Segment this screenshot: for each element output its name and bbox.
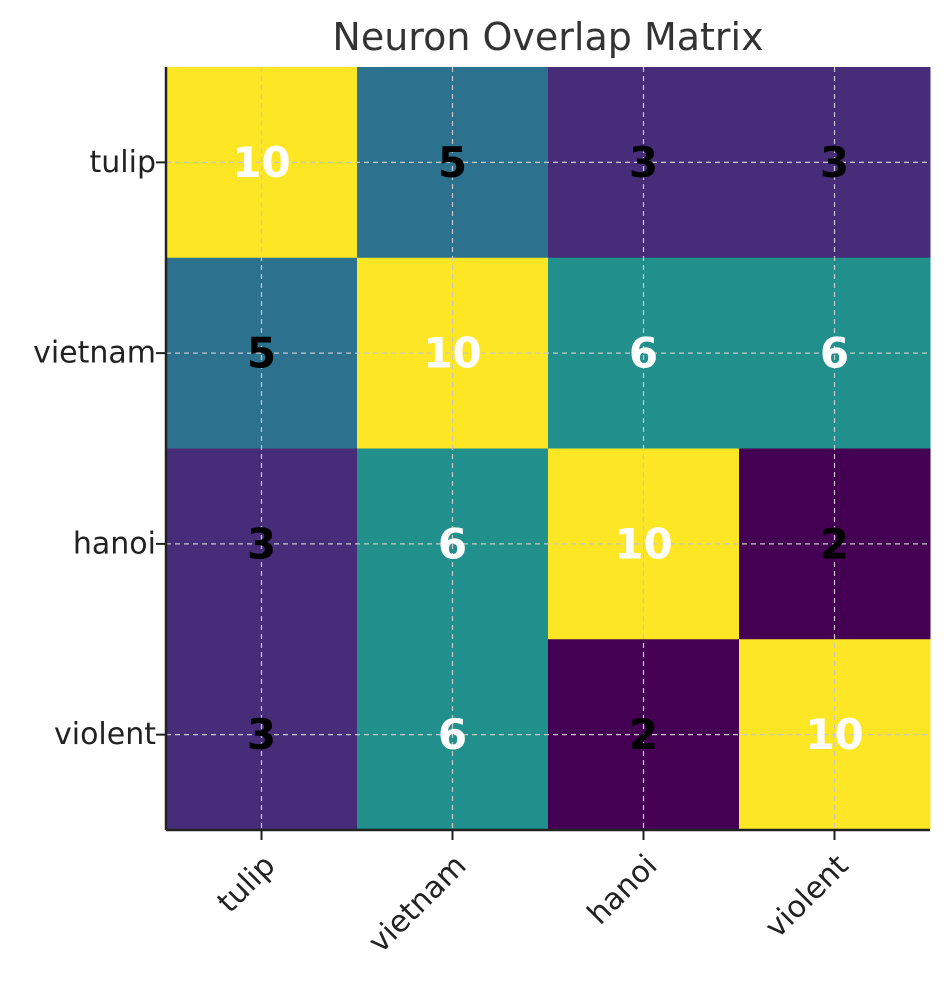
cell-value-label: 3: [820, 138, 849, 187]
cell-value-label: 6: [438, 519, 467, 568]
chart-title: Neuron Overlap Matrix: [332, 15, 763, 59]
cell-value-label: 6: [438, 710, 467, 759]
cell-value-label: 2: [820, 519, 849, 568]
cell-value-label: 10: [614, 519, 672, 568]
cell-labels: 10 5 3 3 5 10 6 6 3 6 10 2 3 6 2 10: [232, 138, 863, 759]
cell-value-label: 3: [629, 138, 658, 187]
y-tick-label: vietnam: [33, 336, 156, 371]
cell-value-label: 6: [820, 329, 849, 378]
cell-value-label: 3: [247, 519, 276, 568]
cell-value-label: 10: [805, 710, 863, 759]
gridlines: [166, 67, 930, 830]
x-tick-label: violent: [759, 848, 856, 945]
x-tick-label: vietnam: [362, 848, 474, 960]
y-tick-label: tulip: [90, 145, 157, 180]
cell-value-label: 2: [629, 710, 658, 759]
cell-value-label: 3: [247, 710, 276, 759]
cell-value-label: 10: [423, 329, 481, 378]
heatmap-cell: [357, 257, 549, 449]
cell-value-label: 5: [438, 138, 467, 187]
x-tick-label: hanoi: [581, 848, 665, 932]
y-tick-label: violent: [54, 717, 156, 752]
x-tick-label: tulip: [211, 848, 283, 920]
cell-value-label: 5: [247, 329, 276, 378]
cell-value-label: 10: [232, 138, 290, 187]
y-tick-label: hanoi: [73, 526, 156, 561]
cell-value-label: 6: [629, 329, 658, 378]
